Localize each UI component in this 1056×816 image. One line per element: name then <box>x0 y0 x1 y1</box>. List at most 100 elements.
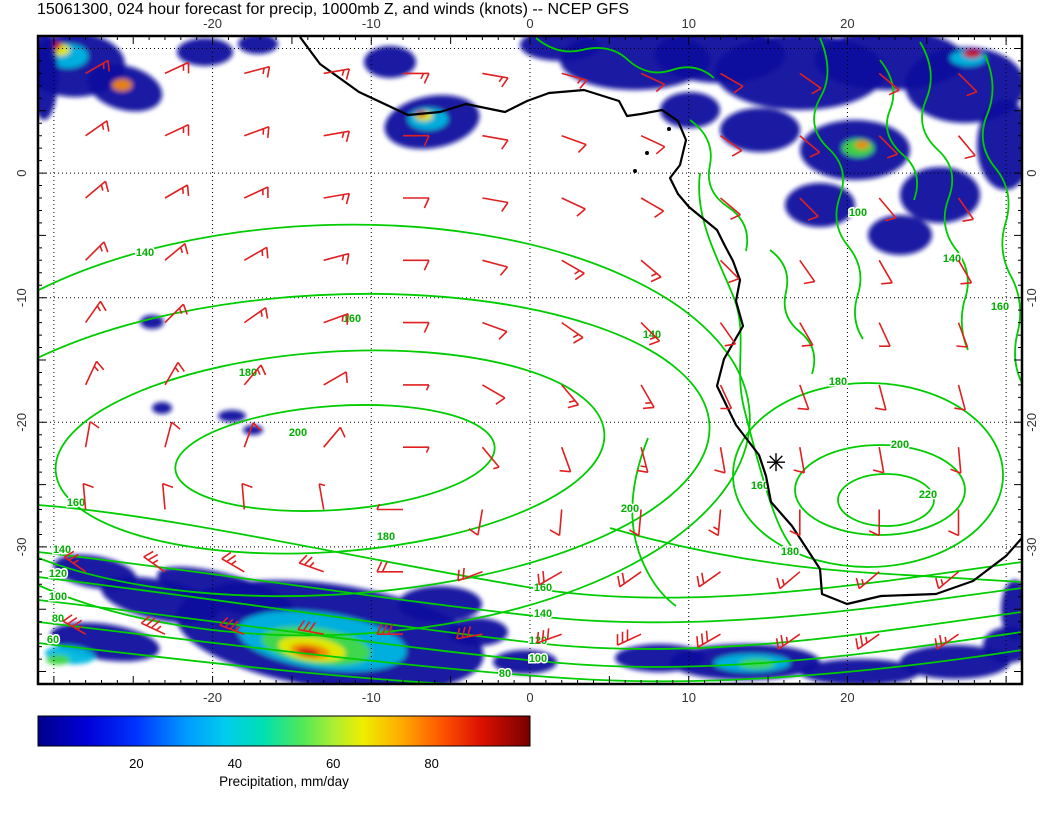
wind-barb <box>482 259 509 276</box>
height-contour <box>919 41 969 351</box>
wind-barb <box>403 197 430 209</box>
lon-tick-label-top: -20 <box>203 16 222 31</box>
contour-label: 180 <box>781 546 799 558</box>
precip-blob <box>900 167 980 223</box>
height-contour <box>981 54 1022 386</box>
wind-barb <box>298 554 324 573</box>
map-frame <box>36 34 1024 686</box>
wind-barb <box>696 630 721 648</box>
wind-barb <box>403 321 430 333</box>
wind-barb <box>164 61 190 75</box>
wind-barb <box>957 197 975 222</box>
wind-barb <box>219 616 245 635</box>
wind-barb <box>956 322 969 348</box>
wind-barb <box>143 550 166 573</box>
wind-barb <box>799 322 814 347</box>
height-contour <box>813 37 864 340</box>
precip-blob <box>364 46 416 78</box>
contour-label: 220 <box>919 489 937 501</box>
colorbar-tick-label: 40 <box>228 756 242 771</box>
height-contour-layer <box>38 37 1022 684</box>
lon-tick-label-bottom: -20 <box>203 690 222 705</box>
contour-label: 200 <box>289 427 307 439</box>
wind-barb <box>775 633 801 650</box>
precip-blob <box>177 38 233 66</box>
wind-barb <box>720 72 744 94</box>
wind-barb <box>957 259 973 285</box>
wind-barb <box>878 322 891 347</box>
wind-barb <box>628 509 642 537</box>
wind-barb <box>561 259 585 281</box>
precip-blob <box>448 618 508 646</box>
lon-tick-label-bottom: -10 <box>362 690 381 705</box>
wind-barb <box>457 567 483 582</box>
wind-barb <box>549 509 563 537</box>
wind-barb <box>934 633 959 650</box>
wind-barb <box>164 361 185 386</box>
island-dot <box>667 127 671 131</box>
contour-label: 140 <box>136 247 154 259</box>
wind-barb <box>244 65 271 78</box>
lon-tick-label-bottom: 0 <box>526 690 533 705</box>
wind-barb <box>164 123 190 137</box>
wind-barb <box>241 482 253 510</box>
lat-tick-label-right: -20 <box>1024 413 1039 432</box>
wind-barb <box>855 571 880 590</box>
wind-barb <box>85 120 110 137</box>
height-contour <box>38 223 751 637</box>
lat-tick-label-left: -30 <box>14 538 29 557</box>
wind-barb <box>616 629 642 646</box>
height-contour <box>38 621 1022 683</box>
wind-barb <box>636 446 649 474</box>
wind-barb <box>561 384 580 409</box>
precip-blob <box>112 79 132 91</box>
wind-barb <box>323 130 351 143</box>
wind-barb <box>85 180 110 199</box>
height-contour <box>698 172 792 547</box>
wind-barb <box>164 184 190 199</box>
wind-barb <box>878 259 893 285</box>
height-contour <box>769 249 816 375</box>
wind-barb <box>403 384 430 391</box>
wind-barb <box>403 134 430 147</box>
precip-blob <box>152 402 172 414</box>
lon-tick-label-top: -10 <box>362 16 381 31</box>
wind-barb <box>482 321 508 340</box>
wind-barb <box>640 134 666 155</box>
height-contour <box>535 37 715 79</box>
wind-barb <box>878 72 900 96</box>
precip-blob <box>977 100 1022 190</box>
wind-barb <box>640 197 665 218</box>
wind-barb <box>537 571 563 586</box>
wind-barb <box>323 426 346 448</box>
wind-barb <box>872 447 885 474</box>
marker-spoke <box>769 455 783 470</box>
grid-lines <box>38 36 1022 684</box>
wind-barb <box>84 300 107 324</box>
wind-barb <box>481 446 500 470</box>
precip-blob <box>38 36 58 120</box>
wind-barb <box>793 447 806 474</box>
wind-barb <box>957 135 976 160</box>
wind-barb <box>561 197 586 217</box>
contour-label: 160 <box>751 480 769 492</box>
contour-label: 200 <box>891 439 909 451</box>
height-contour <box>174 404 496 512</box>
height-contour <box>38 551 1022 624</box>
wind-barb <box>481 384 506 405</box>
wind-barb <box>878 135 899 159</box>
wind-barb <box>456 625 483 640</box>
wind-barb <box>62 614 87 635</box>
wind-barb <box>164 242 189 261</box>
wind-barb <box>85 59 110 75</box>
precip-blob <box>868 215 932 255</box>
contour-labels: 140 160 180 200 140 180 200 160 160 140 120 100 80 60… <box>45 206 1010 682</box>
coastline <box>299 36 1022 606</box>
wind-barb <box>318 483 326 510</box>
contour-label: 120 <box>49 568 67 580</box>
height-contour <box>54 349 606 555</box>
wind-barb <box>640 384 655 410</box>
wind-barb <box>323 371 348 386</box>
